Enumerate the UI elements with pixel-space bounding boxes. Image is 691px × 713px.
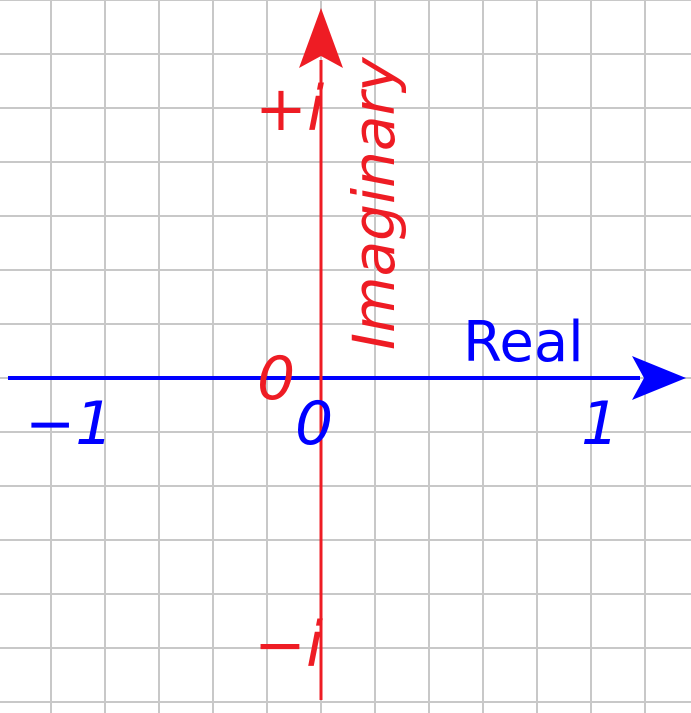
real-tick-label-one: 1 xyxy=(581,389,619,459)
real-tick-label-minus-one: −1 xyxy=(25,389,113,459)
imaginary-axis xyxy=(299,8,343,700)
imaginary-tick-label-plus-i: +i xyxy=(255,72,324,145)
real-axis xyxy=(8,356,686,400)
real-axis-label: Real xyxy=(463,310,584,375)
real-tick-label-zero: 0 xyxy=(295,389,333,459)
imaginary-tick-label-minus-i: −i xyxy=(254,608,323,681)
real-axis-arrowhead xyxy=(632,356,686,400)
imaginary-axis-arrowhead xyxy=(299,8,343,68)
imaginary-axis-label: Imaginary xyxy=(340,57,408,350)
imaginary-tick-label-zero: 0 xyxy=(257,344,295,414)
